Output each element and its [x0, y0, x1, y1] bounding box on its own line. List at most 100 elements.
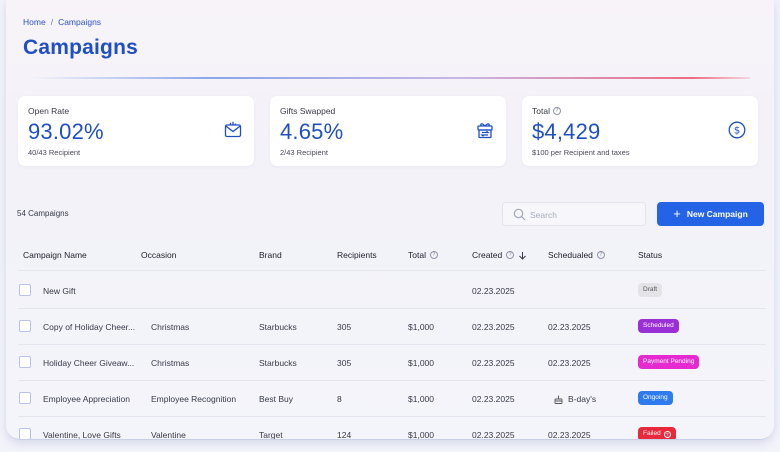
cell-occasion: Christmas — [151, 358, 190, 368]
header-scheduled-label: Schedualed — [548, 250, 593, 260]
cell-campaign-name[interactable]: Holiday Cheer Giveaw... — [43, 358, 135, 368]
status-badge-label: Scheduled — [643, 322, 674, 329]
row-divider — [18, 308, 766, 309]
cell-created: 02.23.2025 — [472, 394, 515, 404]
sort-down-icon[interactable] — [518, 251, 527, 260]
header-status[interactable]: Status — [638, 250, 663, 260]
app-frame: Home / Campaigns Campaigns Open Rate 93.… — [6, 0, 774, 440]
row-checkbox[interactable] — [19, 356, 31, 368]
search-box[interactable] — [502, 202, 646, 226]
cell-campaign-name[interactable]: Valentine, Love Gifts — [43, 430, 121, 440]
stat-card-open-rate: Open Rate 93.02% 40/43 Recipient — [18, 96, 254, 166]
row-divider — [18, 380, 766, 381]
dollar-circle-icon: $ — [728, 121, 746, 139]
cell-brand: Target — [259, 430, 283, 440]
status-badge: Scheduled — [638, 319, 679, 333]
status-badge-label: Payment Pending — [643, 358, 695, 365]
status-badge: Draft — [638, 283, 663, 297]
status-badge: Payment Pending — [638, 355, 700, 369]
search-input[interactable] — [530, 207, 640, 222]
stat-label: Gifts Swapped — [280, 106, 336, 116]
header-total[interactable]: Total ? — [408, 250, 438, 260]
cell-scheduled-text: 02.23.2025 — [548, 358, 591, 368]
cake-icon — [554, 395, 563, 404]
cell-scheduled-text: B-day's — [568, 394, 597, 404]
cell-created: 02.23.2025 — [472, 286, 515, 296]
stat-sub: 40/43 Recipient — [28, 148, 81, 157]
cell-total: $1,000 — [408, 358, 434, 368]
cell-total: $1,000 — [408, 322, 434, 332]
info-icon[interactable]: ? — [506, 251, 515, 259]
table-row[interactable]: Holiday Cheer Giveaw... Christmas Starbuck… — [6, 344, 774, 380]
header-campaign-name[interactable]: Campaign Name — [23, 250, 87, 260]
status-badge-label: Ongoing — [643, 394, 668, 401]
cell-recipients: 305 — [337, 322, 352, 332]
stat-label-total: Total ? — [532, 106, 561, 116]
table-row[interactable]: Copy of Holiday Cheer... Christmas Starbuc… — [6, 308, 774, 344]
cell-brand: Best Buy — [259, 394, 294, 404]
cell-scheduled: B-day's — [554, 394, 596, 404]
cell-scheduled: 02.23.2025 — [548, 430, 591, 440]
cell-created: 02.23.2025 — [472, 322, 515, 332]
envelope-chart-icon — [224, 121, 242, 138]
campaign-count: 54 Campaigns — [17, 209, 69, 218]
breadcrumb-separator: / — [50, 17, 54, 27]
table-row[interactable]: Valentine, Love Gifts Valentine Target 124 $… — [6, 416, 774, 440]
stat-card-total: Total ? $4,429 $100 per Recipient and ta… — [522, 96, 758, 166]
header-occasion[interactable]: Occasion — [141, 250, 177, 260]
cell-campaign-name[interactable]: Copy of Holiday Cheer... — [43, 322, 136, 332]
status-badge-label: Failed — [643, 430, 661, 437]
stat-label: Total — [532, 106, 550, 116]
cell-brand: Starbucks — [259, 322, 297, 332]
row-checkbox[interactable] — [19, 428, 31, 439]
header-created-label: Created — [472, 250, 503, 260]
status-badge-label: Draft — [643, 286, 658, 293]
cell-campaign-name[interactable]: New Gift — [43, 286, 76, 296]
header-recipients[interactable]: Recipients — [337, 250, 377, 260]
info-icon[interactable]: ? — [429, 251, 438, 259]
cell-occasion: Valentine — [151, 430, 186, 440]
info-icon[interactable]: ? — [552, 107, 561, 115]
cell-created: 02.23.2025 — [472, 430, 515, 440]
row-checkbox[interactable] — [19, 284, 31, 296]
cell-occasion: Christmas — [151, 322, 190, 332]
title-divider — [30, 77, 750, 79]
cell-total: $1,000 — [408, 430, 434, 440]
cell-scheduled-text: 02.23.2025 — [548, 322, 591, 332]
cell-recipients: 124 — [337, 430, 352, 440]
stat-label: Open Rate — [28, 106, 70, 116]
status-badge: Failed? — [638, 427, 676, 439]
new-campaign-label: New Campaign — [686, 209, 748, 219]
table-row[interactable]: New Gift 02.23.2025 Draft — [6, 272, 774, 308]
cell-recipients: 8 — [337, 394, 342, 404]
cell-campaign-name[interactable]: Employee Appreciation — [43, 394, 130, 404]
breadcrumb: Home / Campaigns — [23, 17, 101, 27]
stat-card-gifts-swapped: Gifts Swapped 4.65% 2/43 Recipient — [270, 96, 506, 166]
row-divider — [18, 416, 766, 417]
header-scheduled[interactable]: Schedualed ? — [548, 250, 605, 260]
cell-occasion: Employee Recognition — [151, 394, 237, 404]
gift-swap-icon — [477, 123, 493, 139]
stat-value: 93.02% — [28, 119, 104, 144]
stat-value: $4,429 — [532, 119, 601, 144]
info-icon[interactable]: ? — [596, 251, 605, 259]
breadcrumb-home[interactable]: Home — [23, 17, 46, 27]
breadcrumb-current: Campaigns — [58, 17, 102, 27]
info-icon[interactable]: ? — [663, 430, 671, 438]
cell-created: 02.23.2025 — [472, 358, 515, 368]
header-created[interactable]: Created ? — [472, 250, 527, 260]
cell-scheduled: 02.23.2025 — [548, 358, 591, 368]
cell-scheduled-text: 02.23.2025 — [548, 430, 591, 440]
header-total-label: Total — [408, 250, 426, 260]
search-icon — [513, 208, 526, 221]
header-brand[interactable]: Brand — [259, 250, 282, 260]
svg-text:$: $ — [734, 126, 740, 137]
cell-scheduled: 02.23.2025 — [548, 322, 591, 332]
stat-value: 4.65% — [280, 119, 344, 144]
row-divider — [18, 344, 766, 345]
table-row[interactable]: Employee Appreciation Employee Recognitio… — [6, 380, 774, 416]
stat-sub: 2/43 Recipient — [280, 148, 328, 157]
new-campaign-button[interactable]: + New Campaign — [657, 202, 764, 226]
row-checkbox[interactable] — [19, 320, 31, 332]
row-checkbox[interactable] — [19, 392, 31, 404]
